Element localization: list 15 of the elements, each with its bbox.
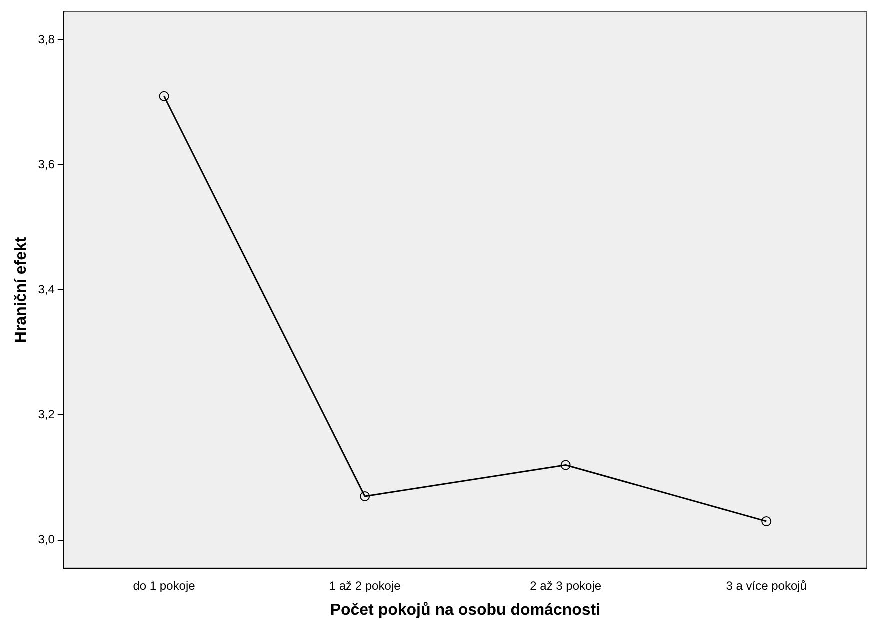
x-tick-label: do 1 pokoje bbox=[133, 578, 196, 593]
y-tick-label: 3,6 bbox=[38, 157, 56, 172]
x-tick-label: 1 až 2 pokoje bbox=[329, 578, 402, 593]
x-tick-label: 2 až 3 pokoje bbox=[530, 578, 602, 593]
point bbox=[360, 492, 370, 502]
y-tick-label: 3,2 bbox=[38, 408, 56, 422]
x-tick-label: 3 a více pokojů bbox=[726, 578, 807, 593]
y-tick-label: 3,8 bbox=[38, 32, 56, 46]
x-axis-title: Počet pokojů na osobu domácnosti bbox=[330, 602, 601, 619]
y-tick-label: 3,0 bbox=[38, 532, 56, 547]
point bbox=[560, 460, 571, 470]
point bbox=[762, 516, 772, 527]
point bbox=[159, 91, 170, 102]
y-axis-title: Hraniční efekt bbox=[13, 236, 30, 344]
y-tick-label: 3,4 bbox=[38, 282, 56, 297]
